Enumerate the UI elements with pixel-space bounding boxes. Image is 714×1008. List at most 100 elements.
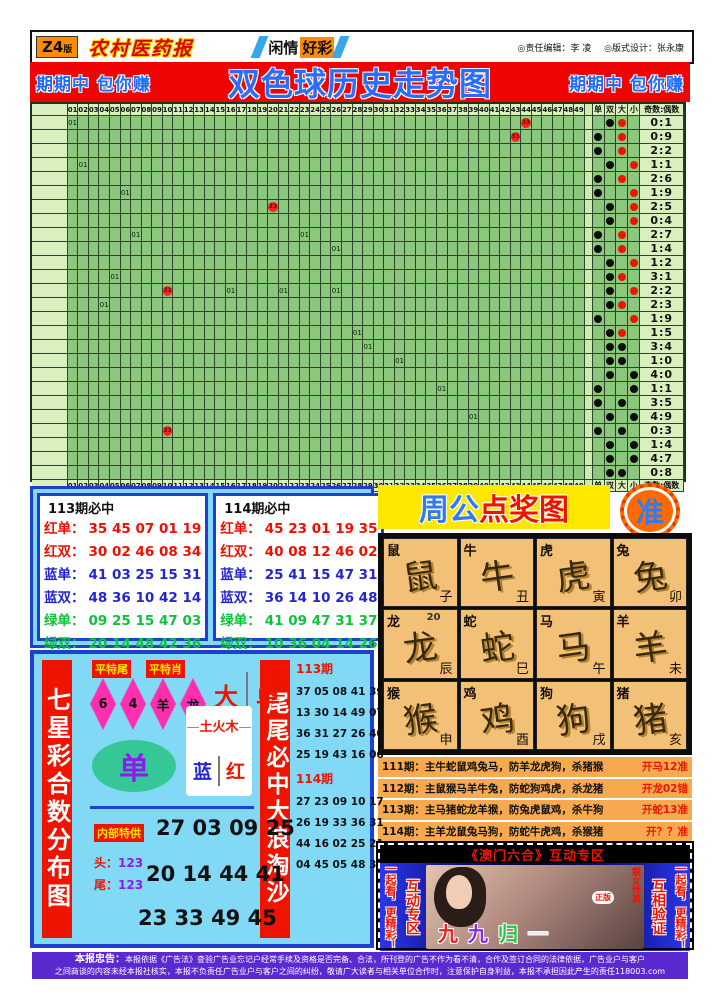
- grid-cell: [394, 144, 406, 158]
- grid-cell: [405, 130, 416, 144]
- macau-left-slogan: 一起看，更精彩！: [384, 863, 397, 951]
- grid-cell: [331, 214, 343, 228]
- grid-cell: [342, 284, 353, 298]
- grid-cell: [67, 130, 79, 144]
- grid-cell: [405, 242, 416, 256]
- grid-cell: [574, 214, 585, 228]
- grid-cell: [342, 354, 353, 368]
- grid-cell: [226, 186, 237, 200]
- center-logo-left: 闲情: [268, 38, 299, 57]
- grid-cell: [141, 186, 153, 200]
- black-dot: [605, 286, 614, 295]
- grid-cell: [500, 144, 511, 158]
- dot-cell: [604, 214, 617, 228]
- grid-cell: [447, 116, 459, 130]
- grid-cell: [162, 410, 174, 424]
- grid-cell: [204, 326, 216, 340]
- row-label-cell: [32, 284, 68, 298]
- dot-cell: [592, 158, 605, 172]
- grid-cell: [373, 340, 385, 354]
- dot-cell: [604, 326, 617, 340]
- grid-cell: [426, 466, 437, 480]
- grid-cell: [510, 312, 522, 326]
- grid-cell: [500, 452, 511, 466]
- grid-cell: [394, 368, 406, 382]
- grid-cell: [131, 130, 142, 144]
- grid-cell: [405, 116, 416, 130]
- dot-cell: [616, 424, 629, 438]
- grid-cell: [247, 270, 258, 284]
- dot-cell: [628, 424, 641, 438]
- chart-row: 3:5: [32, 396, 685, 410]
- grid-cell: [331, 452, 343, 466]
- grid-cell: [320, 186, 332, 200]
- dot-cell: [604, 410, 617, 424]
- grid-cell: [226, 438, 237, 452]
- grid-cell: [352, 242, 364, 256]
- grid-cell: [373, 368, 385, 382]
- grid-cell: [215, 312, 227, 326]
- grid-cell: [268, 326, 279, 340]
- grid-cell: [152, 368, 163, 382]
- grid-cell: [268, 270, 279, 284]
- grid-cell: [99, 326, 110, 340]
- grid-cell: [268, 438, 279, 452]
- black-dot: [605, 118, 614, 127]
- grid-cell: [320, 228, 332, 242]
- grid-cell: [342, 452, 353, 466]
- marker-33: 33: [521, 117, 531, 128]
- grid-cell: [194, 312, 205, 326]
- grid-cell: [458, 312, 469, 326]
- grid-cell: [162, 452, 174, 466]
- red-dot: [617, 328, 626, 337]
- grid-cell: [531, 312, 543, 326]
- grid-cell: [563, 270, 575, 284]
- grid-cell: [247, 368, 258, 382]
- chart-row: 01 3:4: [32, 340, 685, 354]
- grid-cell: [352, 298, 364, 312]
- grid-cell: [342, 158, 353, 172]
- grid-cell: [563, 284, 575, 298]
- grid-cell: [352, 466, 364, 480]
- grid-cell: [141, 466, 153, 480]
- grid-cell: [247, 466, 258, 480]
- grid-cell: [415, 256, 427, 270]
- head-line: 头：123: [94, 856, 144, 870]
- grid-cell: [215, 214, 227, 228]
- grid-cell: [183, 368, 195, 382]
- grid-cell: [204, 256, 216, 270]
- numbers-row: 13 30 14 49 07: [296, 707, 384, 719]
- grid-cell: [479, 410, 490, 424]
- grid-cell: [247, 116, 258, 130]
- grid-cell: [542, 424, 553, 438]
- odd-ellipse: 单: [92, 740, 176, 792]
- grid-cell: [289, 410, 300, 424]
- dot-cell: [592, 284, 605, 298]
- grid-cell: [247, 326, 258, 340]
- grid-cell: [405, 382, 416, 396]
- trend-chart: 01 02 03 04 05 06 07 08 09 10 11 12 13 14 15 16 17 18 19 20…: [30, 102, 686, 492]
- grid-cell: [405, 438, 416, 452]
- grid-cell: [236, 214, 248, 228]
- grid-cell: [394, 186, 406, 200]
- grid-cell: [99, 200, 110, 214]
- grid-cell: [78, 410, 89, 424]
- grid-cell: [352, 396, 364, 410]
- grid-cell: [299, 214, 311, 228]
- grid-cell: [320, 242, 332, 256]
- grid-cell: [552, 438, 564, 452]
- chart-row: 01 1:1: [32, 158, 685, 172]
- grid-cell: [394, 116, 406, 130]
- column-header: 23: [299, 104, 311, 116]
- prediction-line: 绿单： 09 25 15 47 03: [44, 610, 201, 633]
- grid-cell: [141, 424, 153, 438]
- grid-cell: [510, 340, 522, 354]
- grid-cell: [110, 452, 121, 466]
- grid-cell: [331, 116, 343, 130]
- grid-cell: [162, 158, 174, 172]
- grid-cell: [320, 116, 332, 130]
- prediction-numbers: 45 23 01 19 35: [264, 521, 378, 537]
- grid-cell: [426, 186, 437, 200]
- grid-cell: [415, 158, 427, 172]
- gap-cell: [584, 326, 593, 340]
